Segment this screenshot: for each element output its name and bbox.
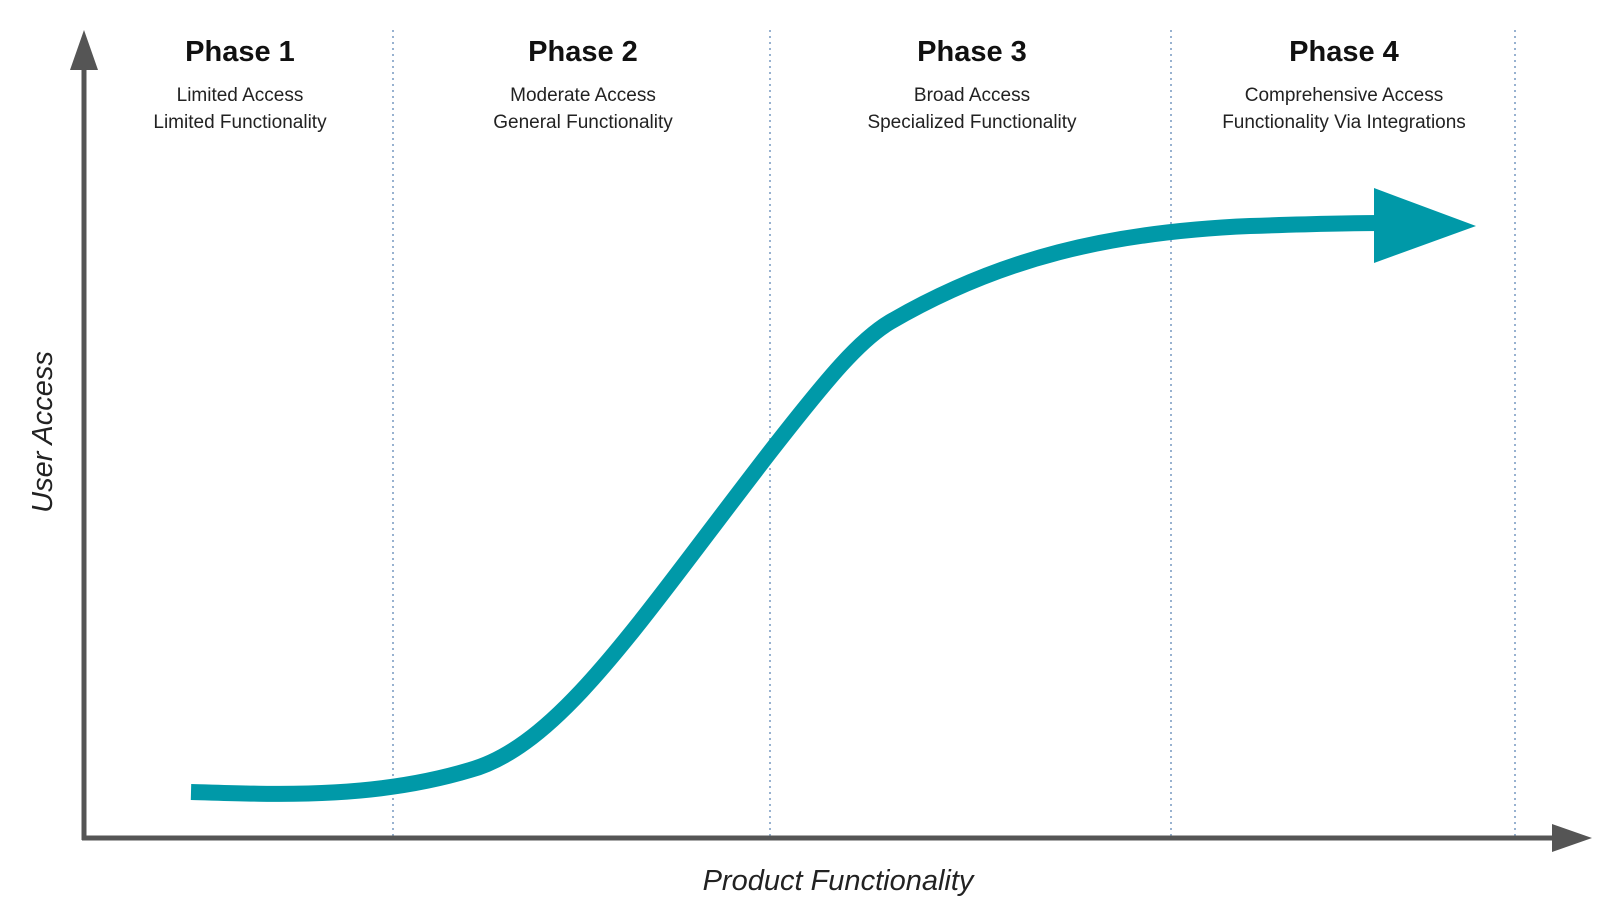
phase-2-line-2: General Functionality (493, 112, 673, 133)
x-axis-label: Product Functionality (703, 865, 975, 897)
phase-1-header: Phase 1 Limited Access Limited Functiona… (153, 36, 327, 133)
phase-3-title: Phase 3 (917, 36, 1027, 68)
y-axis-label: User Access (27, 351, 59, 513)
y-axis-arrowhead (70, 30, 98, 70)
phase-headers: Phase 1 Limited Access Limited Functiona… (153, 36, 1465, 133)
phase-4-title: Phase 4 (1289, 36, 1399, 68)
x-axis-arrowhead (1552, 824, 1592, 852)
phase-2-line-1: Moderate Access (510, 85, 656, 106)
phase-3-header: Phase 3 Broad Access Specialized Functio… (867, 36, 1077, 133)
phase-3-line-2: Specialized Functionality (867, 112, 1077, 133)
curve-arrowhead (1374, 188, 1476, 263)
phase-dividers (392, 30, 1516, 838)
axes (70, 30, 1592, 852)
phase-3-line-1: Broad Access (914, 85, 1030, 106)
phase-1-line-1: Limited Access (177, 85, 304, 106)
phase-1-line-2: Limited Functionality (153, 112, 327, 133)
adoption-curve (190, 188, 1476, 802)
phase-4-line-2: Functionality Via Integrations (1222, 112, 1466, 133)
phase-2-header: Phase 2 Moderate Access General Function… (493, 36, 673, 133)
phase-4-header: Phase 4 Comprehensive Access Functionali… (1222, 36, 1466, 133)
phase-1-title: Phase 1 (185, 36, 295, 68)
curve-line (190, 215, 1381, 802)
phase-4-line-1: Comprehensive Access (1245, 85, 1444, 106)
phase-2-title: Phase 2 (528, 36, 638, 68)
